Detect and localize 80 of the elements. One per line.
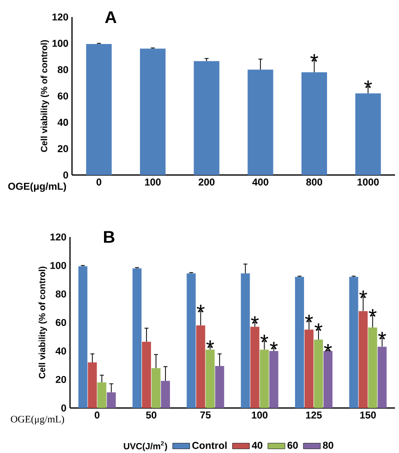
x-tick-label: 100 [145,178,161,186]
annotation: * [310,54,318,62]
y-tick-label: 40 [58,118,68,126]
bar [368,327,378,408]
bar [250,326,260,408]
bar [248,70,274,175]
x-tick-label: 1000 [358,178,379,186]
bar [358,311,368,408]
x-tick-label: 0 [96,178,102,186]
x-tick-label: 150 [360,412,376,419]
bar [78,266,88,408]
legend-label: Control [192,442,227,449]
bar [86,44,112,175]
annotation: * [250,316,259,324]
bar [196,325,206,408]
x-tick-label: 100 [252,412,268,419]
x-tick-label: 50 [146,412,156,419]
x-tick-label: 125 [306,412,322,419]
bar [160,380,170,408]
x-tick-label: 400 [252,178,268,186]
chart-title: B [104,231,114,243]
annotation: * [364,80,372,88]
legend-title: UVC(J/m$^{2}$) [124,441,168,452]
bar [269,351,278,408]
annotation: * [378,332,386,340]
bar [88,362,97,408]
y-tick-label: 20 [58,145,68,152]
bar [349,276,358,408]
bar [151,368,160,408]
x-tick-label: 200 [198,178,214,186]
legend-label: 60 [288,442,298,449]
y-tick-label: 20 [56,376,66,384]
y-tick-label: 120 [50,233,66,241]
bar [206,350,215,408]
bar [314,340,323,408]
y-axis-title: Cell viability (% of control) [38,266,47,378]
legend-label: 80 [322,442,334,449]
annotation: * [305,314,313,322]
x-axis-title: OGE(μg/mL) [8,182,66,192]
annotation: * [196,304,205,312]
y-axis-title: Cell viability (% of control) [40,40,49,152]
annotation: * [368,309,377,317]
bar [295,276,304,408]
annotation: * [314,323,322,331]
bar [132,268,142,408]
chart-title: A [105,11,116,24]
bar [260,350,269,408]
bar [186,273,196,408]
bar [323,351,332,408]
bar [194,61,220,175]
y-tick-label: 80 [58,66,68,74]
bar [301,72,328,175]
x-tick-label: 75 [200,412,211,418]
x-axis-title: OGE(μg/mL) [10,415,64,425]
y-tick-label: 0 [63,171,68,179]
y-tick-label: 40 [56,347,66,355]
bar [97,382,106,408]
y-tick-label: 100 [50,262,66,270]
annotation: * [206,340,214,348]
y-tick-label: 120 [52,13,68,21]
y-tick-label: 100 [52,40,68,47]
x-tick-label: 800 [306,178,322,186]
annotation: * [359,290,368,298]
legend-label: 40 [252,442,262,449]
bar [106,392,116,408]
y-tick-label: 60 [56,318,66,326]
bar [142,342,152,408]
y-tick-label: 60 [58,92,68,100]
bar [355,93,381,175]
bar [140,48,166,175]
bar [240,273,250,408]
annotation: * [260,334,268,342]
annotation: * [270,342,278,350]
y-tick-label: 80 [56,290,66,298]
x-tick-label: 0 [94,412,100,419]
bar [378,346,387,408]
y-tick-label: 0 [61,404,66,412]
bar [304,330,314,408]
bar [215,366,224,408]
annotation: * [324,344,332,352]
